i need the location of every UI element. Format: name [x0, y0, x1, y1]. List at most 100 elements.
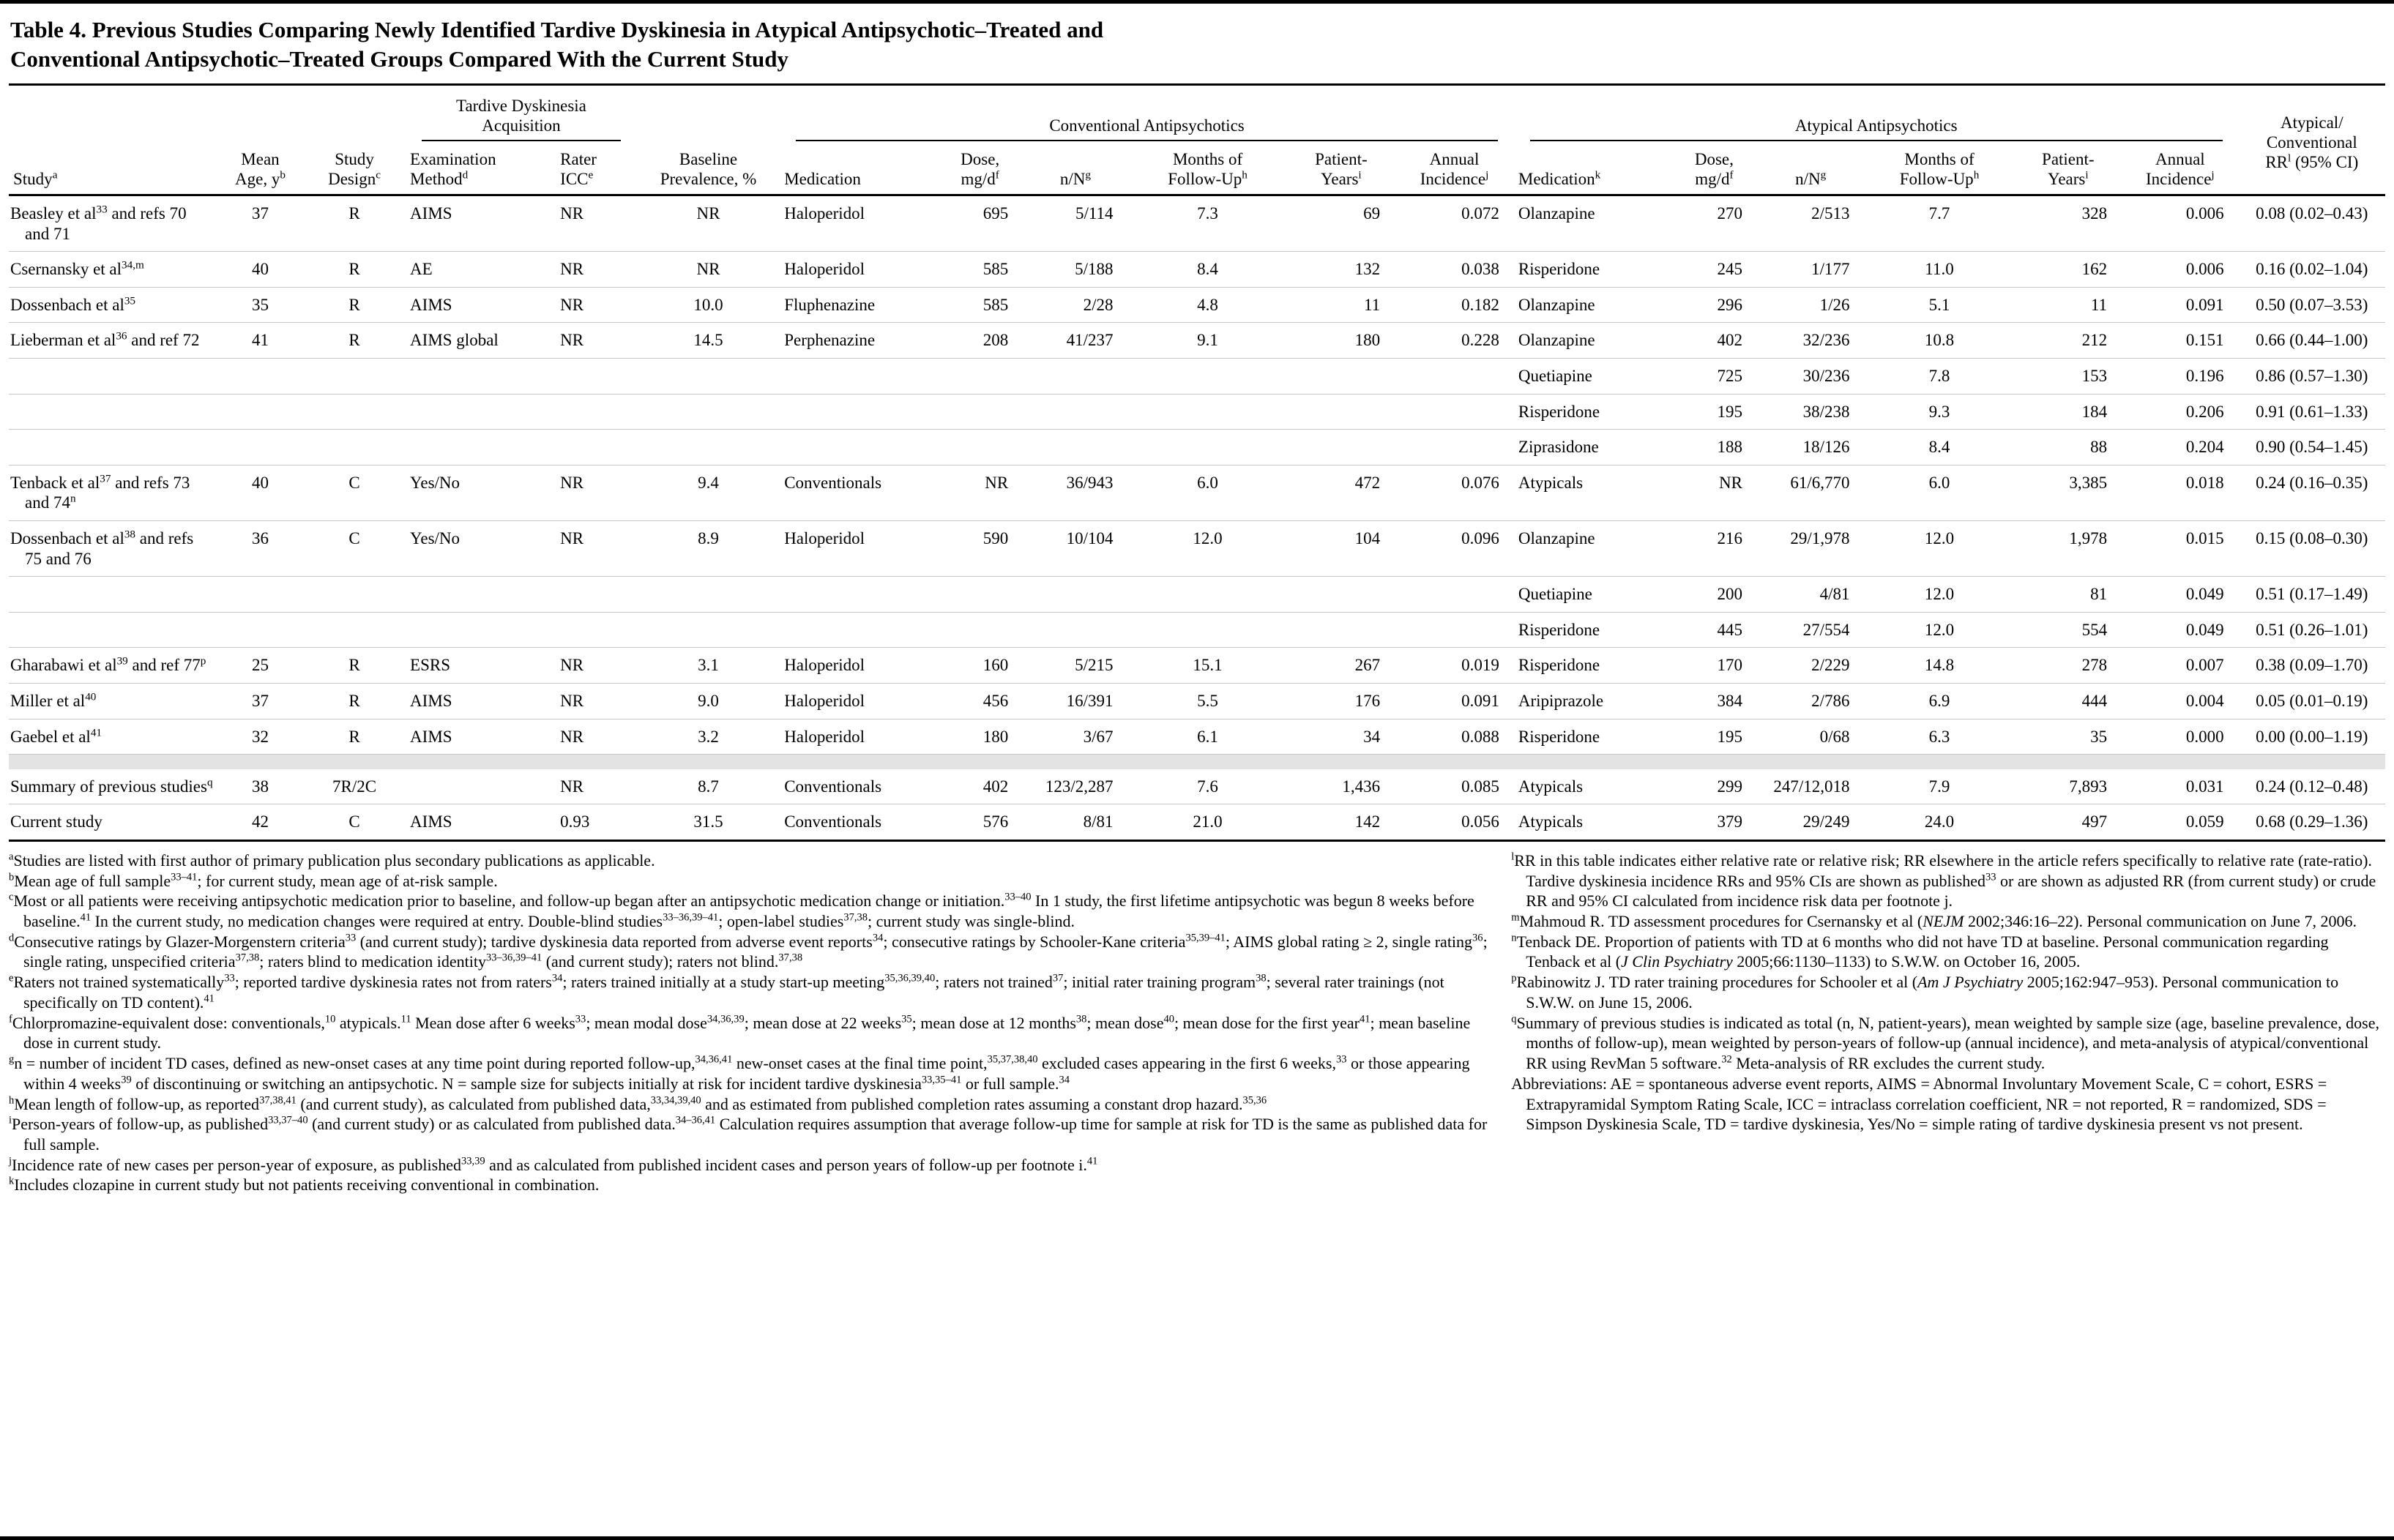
table-cell	[937, 577, 1023, 613]
table-cell: 11	[2090, 295, 2108, 314]
table-cell: 184	[2081, 402, 2108, 421]
table-cell: 1,436	[1342, 777, 1381, 796]
table-cell	[637, 612, 780, 648]
table-cell: 36/943	[1066, 473, 1114, 492]
table-cell: 16/391	[1066, 692, 1114, 710]
column-header: Baseline Prevalence, %	[636, 146, 780, 197]
table-cell: AIMS	[410, 692, 452, 710]
table-cell: 0.151	[2185, 331, 2224, 350]
table-cell: 7,893	[2069, 777, 2108, 796]
table-cell	[780, 430, 937, 466]
table-cell: 7R/2C	[332, 777, 377, 796]
table-cell	[1127, 577, 1287, 613]
table-cell: 0/68	[1819, 727, 1850, 746]
table-cell: 0.00 (0.00–1.19)	[2256, 727, 2368, 746]
table-cell: 200	[1717, 585, 1742, 604]
table-cell: 0.049	[2185, 585, 2224, 604]
table-cell: C	[348, 529, 360, 548]
table-row: Tenback et al37 and refs 73 and 74n 40 C Ye…	[9, 465, 2385, 521]
table-cell: 0.15 (0.08–0.30)	[2256, 529, 2368, 548]
table-row: Miller et al40 37 R AIMS NR 9.0 Haloperidol 456…	[9, 684, 2385, 719]
table-cell: NR	[696, 204, 720, 223]
table-cell: NR	[560, 656, 584, 675]
table-cell: 29/1,978	[1790, 529, 1850, 548]
table-cell	[1023, 612, 1127, 648]
table-cell	[1023, 430, 1127, 466]
table-cell	[9, 359, 217, 395]
table-cell: 188	[1717, 438, 1742, 457]
table-cell: 2/229	[1811, 656, 1850, 675]
table-cell: NR	[560, 473, 584, 492]
column-header: Examination Methodd	[406, 146, 556, 197]
table-cell: 384	[1717, 692, 1742, 710]
table-cell: 0.018	[2185, 473, 2224, 492]
table-cell: 18/126	[1802, 438, 1850, 457]
table-cell: Quetiapine	[1518, 367, 1592, 386]
table-cell: Atypicals	[1518, 473, 1584, 492]
table-cell: 3.1	[698, 656, 719, 675]
table-cell: Haloperidol	[784, 204, 865, 223]
table-cell	[1023, 577, 1127, 613]
spacer-cell	[9, 754, 2385, 769]
table-cell	[9, 394, 217, 430]
table-cell	[406, 394, 556, 430]
table-cell: 5/215	[1075, 656, 1114, 675]
table-cell: 81	[2090, 585, 2108, 604]
footnote: cMost or all patients were receiving ant…	[9, 891, 1474, 931]
footnote: lRR in this table indicates either relat…	[1511, 851, 2376, 911]
table-cell	[556, 577, 637, 613]
table-cell	[406, 769, 556, 804]
table-cell	[556, 394, 637, 430]
table-cell	[303, 430, 406, 466]
footnote: mMahmoud R. TD assessment procedures for…	[1511, 911, 2357, 931]
group-header: Atypical/Conventional RRl (95% CI)	[2238, 86, 2385, 197]
table-cell: 497	[2081, 812, 2108, 831]
group-header: Conventional Antipsychotics	[780, 87, 1514, 146]
table-cell: AIMS	[410, 727, 452, 746]
table-cell	[780, 577, 937, 613]
table-cell: 42	[251, 812, 269, 831]
column-header: n/Ng	[1756, 146, 1865, 197]
table-cell: 32	[251, 727, 269, 746]
table-cell: C	[348, 812, 360, 831]
table-cell: 4/81	[1819, 585, 1850, 604]
footnotes-right-column: lRR in this table indicates either relat…	[1511, 851, 2385, 1195]
table-cell: 576	[982, 812, 1009, 831]
table-cell: 0.059	[2185, 812, 2224, 831]
table-cell: 9.3	[1928, 402, 1950, 421]
table-row: Quetiapine 200 4/81 12.0 81 0.049 0.51 (0.17–1…	[9, 577, 2385, 613]
table-cell	[780, 359, 937, 395]
table-cell: 402	[1717, 331, 1742, 350]
table-cell: 402	[982, 777, 1009, 796]
table-cell: 247/12,018	[1773, 777, 1850, 796]
table-cell: 296	[1717, 295, 1742, 314]
table-cell	[637, 359, 780, 395]
table-cell: 554	[2081, 620, 2108, 639]
table-cell: NR	[560, 204, 584, 223]
table-cell: R	[348, 260, 360, 279]
table-cell	[9, 612, 217, 648]
table-row: Risperidone 195 38/238 9.3 184 0.206 0.91 (0.6…	[9, 394, 2385, 430]
table-cell	[406, 577, 556, 613]
table-cell: 328	[2081, 204, 2108, 223]
table-cell	[217, 394, 303, 430]
table-cell: 123/2,287	[1045, 777, 1114, 796]
column-header: Rater ICCe	[556, 146, 637, 197]
table-cell: 41/237	[1066, 331, 1114, 350]
table-cell: 24.0	[1924, 812, 1955, 831]
table-cell: 21.0	[1193, 812, 1223, 831]
table-cell: 267	[1354, 656, 1381, 675]
table-cell: 0.000	[2185, 727, 2224, 746]
table-cell: 5/188	[1075, 260, 1114, 279]
table-cell: 38	[251, 777, 269, 796]
table-cell: 35	[2090, 727, 2108, 746]
table-cell: 162	[2081, 260, 2108, 279]
table-cell: 0.196	[2185, 367, 2224, 386]
table-cell	[217, 577, 303, 613]
table-cell: 3.2	[698, 727, 719, 746]
table-cell: Risperidone	[1518, 402, 1600, 421]
table-cell: 180	[1354, 331, 1381, 350]
table-cell: 35	[251, 295, 269, 314]
table-cell: Yes/No	[410, 473, 460, 492]
table-cell: Olanzapine	[1518, 331, 1595, 350]
